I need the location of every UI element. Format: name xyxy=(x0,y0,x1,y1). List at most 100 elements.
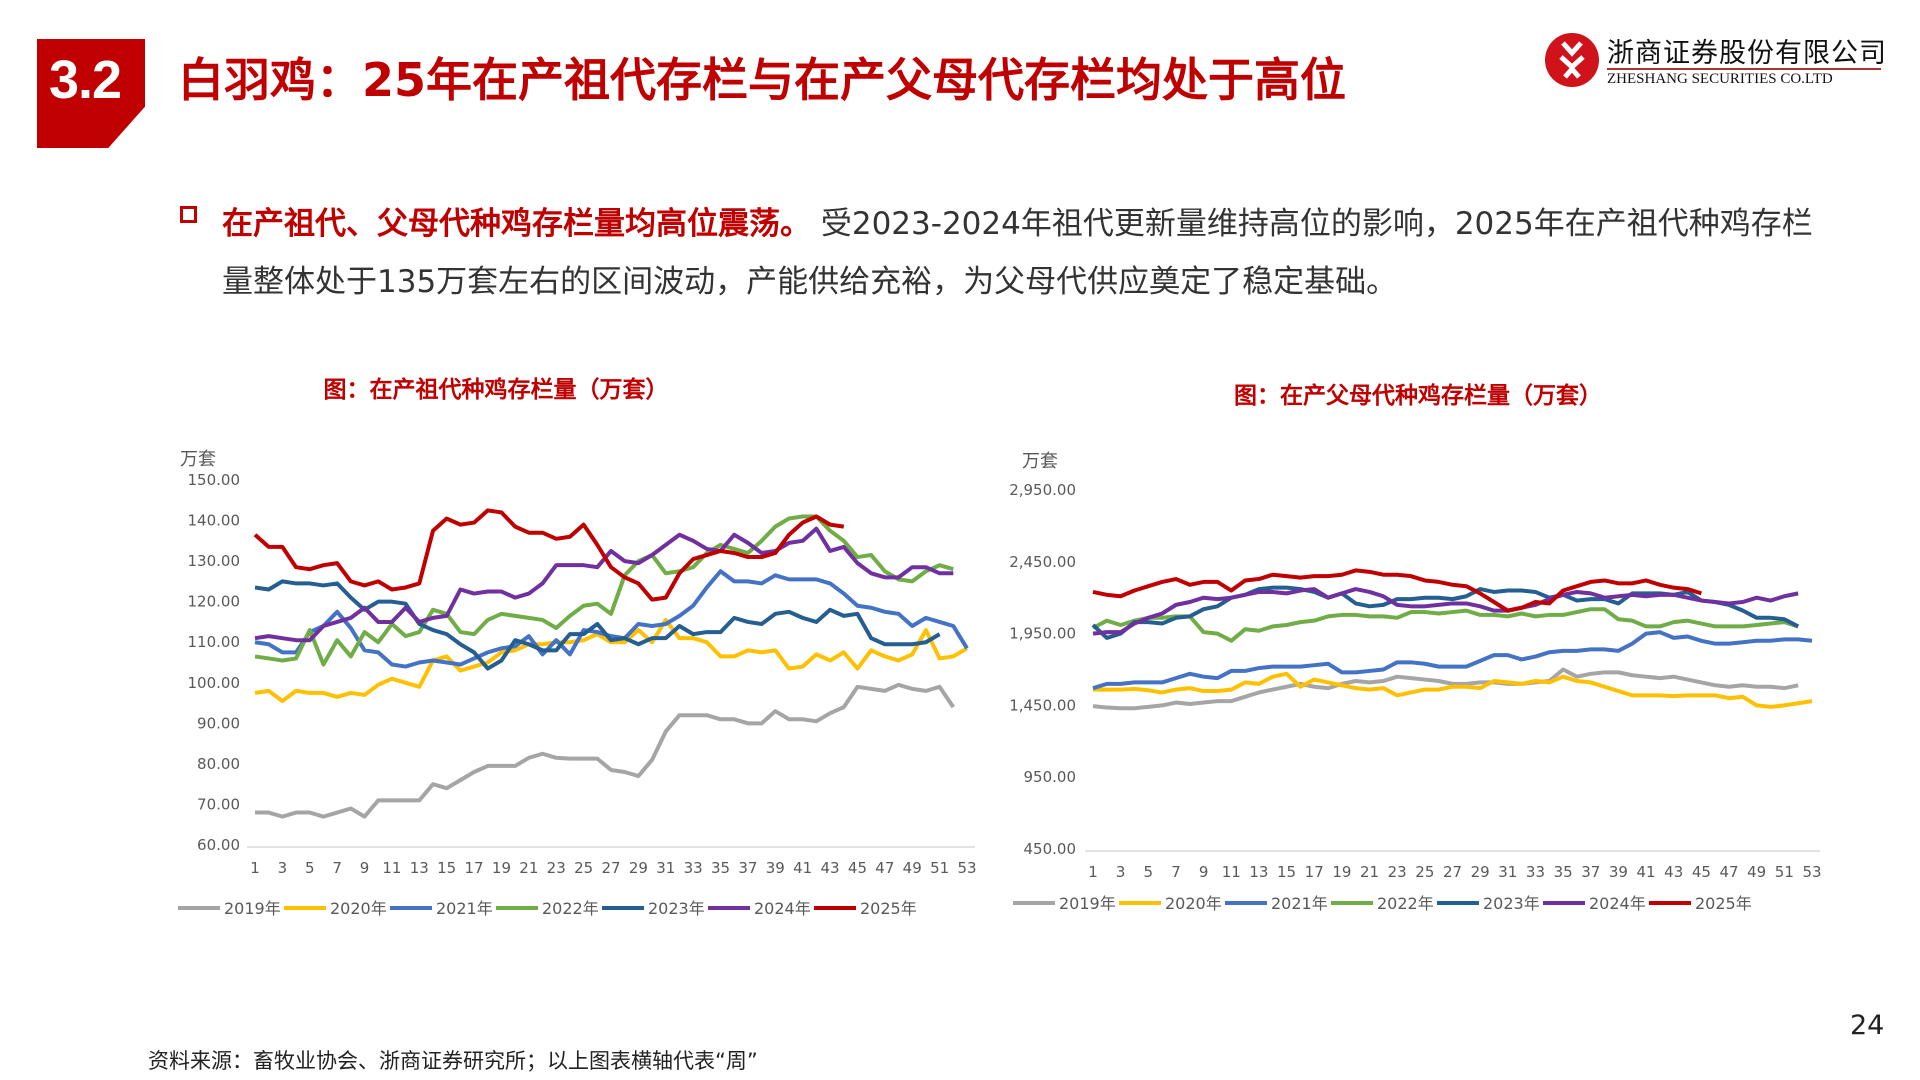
summary-highlight: 在产祖代、父母代种鸡存栏量均高位震荡。 xyxy=(222,206,811,242)
page-number: 24 xyxy=(1850,1010,1885,1041)
logo-divider xyxy=(1607,68,1881,70)
series-line-2022 xyxy=(1092,607,1799,643)
y-tick-label: 950.00 xyxy=(1024,768,1077,786)
x-tick-label: 3 xyxy=(278,859,288,877)
legend-label: 2020年 xyxy=(330,899,387,918)
x-tick-label: 31 xyxy=(1498,863,1517,881)
x-tick-label: 5 xyxy=(305,859,315,877)
legend-label: 2021年 xyxy=(1271,894,1328,913)
y-tick-label: 120.00 xyxy=(188,593,241,611)
series-line-2023 xyxy=(254,579,941,671)
series-line-2023 xyxy=(1091,585,1800,640)
legend-label: 2021年 xyxy=(436,899,493,918)
x-tick-label: 13 xyxy=(1249,863,1268,881)
series-line-2022 xyxy=(254,514,954,667)
x-tick-label: 9 xyxy=(360,859,370,877)
x-tick-label: 41 xyxy=(793,859,812,877)
x-tick-label: 11 xyxy=(382,859,401,877)
summary-text: 受2023-2024年祖代更新量维持高位的影响，2025年在产祖代种鸡存栏量整体… xyxy=(222,206,1813,300)
y-tick-label: 110.00 xyxy=(188,633,241,651)
y-tick-label: 2,450.00 xyxy=(1009,553,1076,571)
legend-label: 2025年 xyxy=(1695,894,1752,913)
x-tick-label: 49 xyxy=(903,859,922,877)
x-tick-label: 39 xyxy=(766,859,785,877)
legend-label: 2019年 xyxy=(1059,894,1116,913)
legend-label: 2024年 xyxy=(754,899,811,918)
y-tick-label: 1,950.00 xyxy=(1009,625,1076,643)
x-tick-label: 15 xyxy=(1277,863,1296,881)
x-tick-label: 41 xyxy=(1637,863,1656,881)
y-tick-label: 2,950.00 xyxy=(1009,481,1076,499)
x-tick-label: 25 xyxy=(574,859,593,877)
legend-label: 2022年 xyxy=(542,899,599,918)
series-line-2024 xyxy=(1092,587,1799,636)
legend-label: 2023年 xyxy=(1483,894,1540,913)
legend-label: 2025年 xyxy=(860,899,917,918)
x-tick-label: 15 xyxy=(437,859,456,877)
legend-label: 2020年 xyxy=(1165,894,1222,913)
x-tick-label: 37 xyxy=(738,859,757,877)
x-tick-label: 29 xyxy=(629,859,648,877)
y-tick-label: 70.00 xyxy=(197,795,240,813)
x-tick-label: 45 xyxy=(1692,863,1711,881)
series-line-2021 xyxy=(254,569,969,669)
series-line-2020 xyxy=(1093,671,1813,709)
x-tick-label: 9 xyxy=(1199,863,1209,881)
x-tick-label: 43 xyxy=(821,859,840,877)
y-unit-parent: 万套 xyxy=(1022,451,1058,472)
x-tick-label: 47 xyxy=(1719,863,1738,881)
x-tick-label: 33 xyxy=(684,859,703,877)
page-title: 白羽鸡：25年在产祖代存栏与在产父母代存栏均处于高位 xyxy=(178,53,1347,107)
x-tick-label: 27 xyxy=(1443,863,1462,881)
x-tick-label: 13 xyxy=(410,859,429,877)
series-line-2019 xyxy=(255,682,955,819)
series-line-2019 xyxy=(1092,667,1799,711)
legend-label: 2019年 xyxy=(224,899,281,918)
y-tick-label: 100.00 xyxy=(188,674,241,692)
legend-label: 2024年 xyxy=(1589,894,1646,913)
legend-label: 2023年 xyxy=(648,899,705,918)
y-unit-grandparent: 万套 xyxy=(180,449,216,470)
x-tick-label: 1 xyxy=(1088,863,1098,881)
x-tick-label: 37 xyxy=(1581,863,1600,881)
y-tick-label: 80.00 xyxy=(197,755,240,773)
summary-paragraph: 在产祖代、父母代种鸡存栏量均高位震荡。 受2023-2024年祖代更新量维持高位… xyxy=(222,195,1842,311)
x-tick-label: 43 xyxy=(1664,863,1683,881)
section-number: 3.2 xyxy=(49,50,122,110)
y-tick-label: 90.00 xyxy=(197,714,240,732)
x-tick-label: 31 xyxy=(656,859,675,877)
series-line-2025 xyxy=(253,508,845,602)
x-tick-label: 1 xyxy=(250,859,260,877)
chart-title-parent: 图：在产父母代种鸡存栏量（万套） xyxy=(1234,383,1602,409)
x-tick-label: 19 xyxy=(1332,863,1351,881)
x-tick-label: 47 xyxy=(875,859,894,877)
x-tick-label: 7 xyxy=(332,859,342,877)
bullet-square-icon xyxy=(180,206,197,223)
x-tick-label: 39 xyxy=(1609,863,1628,881)
logo-name-en: ZHESHANG SECURITIES CO.LTD xyxy=(1607,71,1833,87)
x-tick-label: 27 xyxy=(601,859,620,877)
y-tick-label: 150.00 xyxy=(188,471,241,489)
x-tick-label: 53 xyxy=(957,859,976,877)
x-tick-label: 7 xyxy=(1171,863,1181,881)
x-tick-label: 53 xyxy=(1802,863,1821,881)
series-line-2021 xyxy=(1092,630,1813,691)
y-tick-label: 450.00 xyxy=(1024,840,1077,858)
y-tick-label: 130.00 xyxy=(188,552,241,570)
y-tick-label: 140.00 xyxy=(188,512,241,530)
x-tick-label: 23 xyxy=(1388,863,1407,881)
x-tick-label: 25 xyxy=(1415,863,1434,881)
x-tick-label: 33 xyxy=(1526,863,1545,881)
x-tick-label: 23 xyxy=(547,859,566,877)
x-tick-label: 19 xyxy=(492,859,511,877)
x-tick-label: 51 xyxy=(1775,863,1794,881)
x-tick-label: 35 xyxy=(1554,863,1573,881)
logo-name-cn: 浙商证券股份有限公司 xyxy=(1607,38,1887,69)
x-tick-label: 21 xyxy=(1360,863,1379,881)
x-tick-label: 51 xyxy=(930,859,949,877)
x-tick-label: 3 xyxy=(1116,863,1126,881)
company-logo: 浙商证券股份有限公司 ZHESHANG SECURITIES CO.LTD xyxy=(1545,31,1887,91)
x-tick-label: 17 xyxy=(465,859,484,877)
legend-label: 2022年 xyxy=(1377,894,1434,913)
